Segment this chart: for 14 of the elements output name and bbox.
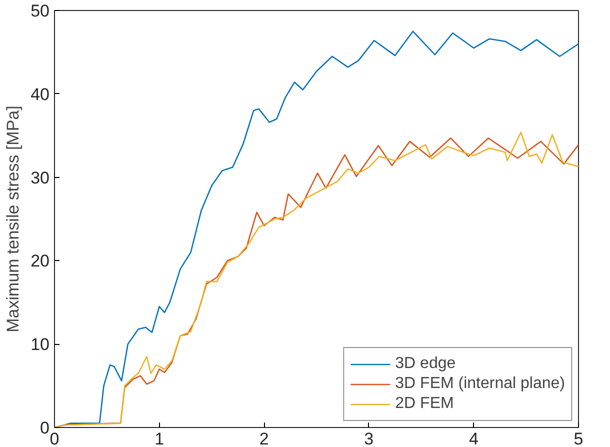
x-tick-label: 2 [259, 430, 269, 447]
legend-label: 3D edge [395, 354, 456, 374]
y-tick-label: 20 [30, 252, 50, 271]
y-tick-label: 40 [30, 84, 50, 104]
legend-label: 2D FEM [395, 394, 454, 414]
x-tick-label: 5 [574, 430, 584, 447]
x-tick-label: 4 [468, 430, 478, 447]
y-tick-label: 30 [30, 168, 50, 188]
x-tick-label: 3 [364, 430, 374, 447]
y-axis-title: Maximum tensile stress [MPa] [4, 106, 23, 332]
y-tick-label: 50 [30, 2, 50, 20]
x-tick-label: 1 [154, 430, 164, 447]
y-tick-label: 10 [30, 335, 50, 354]
legend-label: 3D FEM (internal plane) [395, 374, 565, 394]
